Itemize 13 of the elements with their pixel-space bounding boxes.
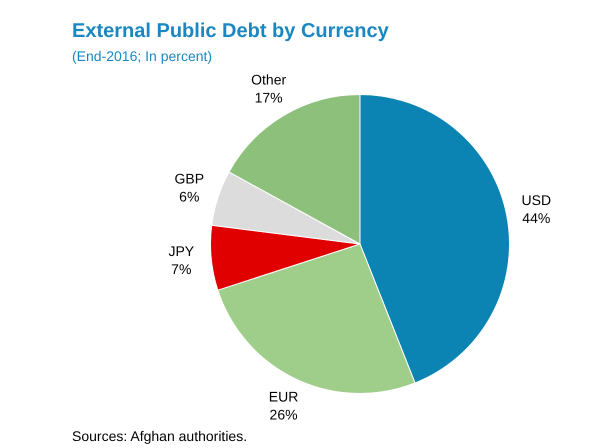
data-label: 17% <box>254 89 283 106</box>
slice-label: USD <box>522 192 552 208</box>
slice-label: EUR <box>268 388 298 404</box>
chart-title: External Public Debt by Currency <box>72 20 389 43</box>
slice-label: JPY <box>168 242 195 259</box>
data-label: 44% <box>522 210 550 226</box>
data-label: 7% <box>171 260 192 277</box>
slice-label: Other <box>251 71 286 88</box>
data-label: 26% <box>270 406 298 422</box>
source-note: Sources: Afghan authorities. <box>72 428 248 444</box>
chart-subtitle: (End-2016; In percent) <box>72 48 212 64</box>
data-label: 6% <box>179 188 200 204</box>
slice-label: GBP <box>174 170 204 186</box>
